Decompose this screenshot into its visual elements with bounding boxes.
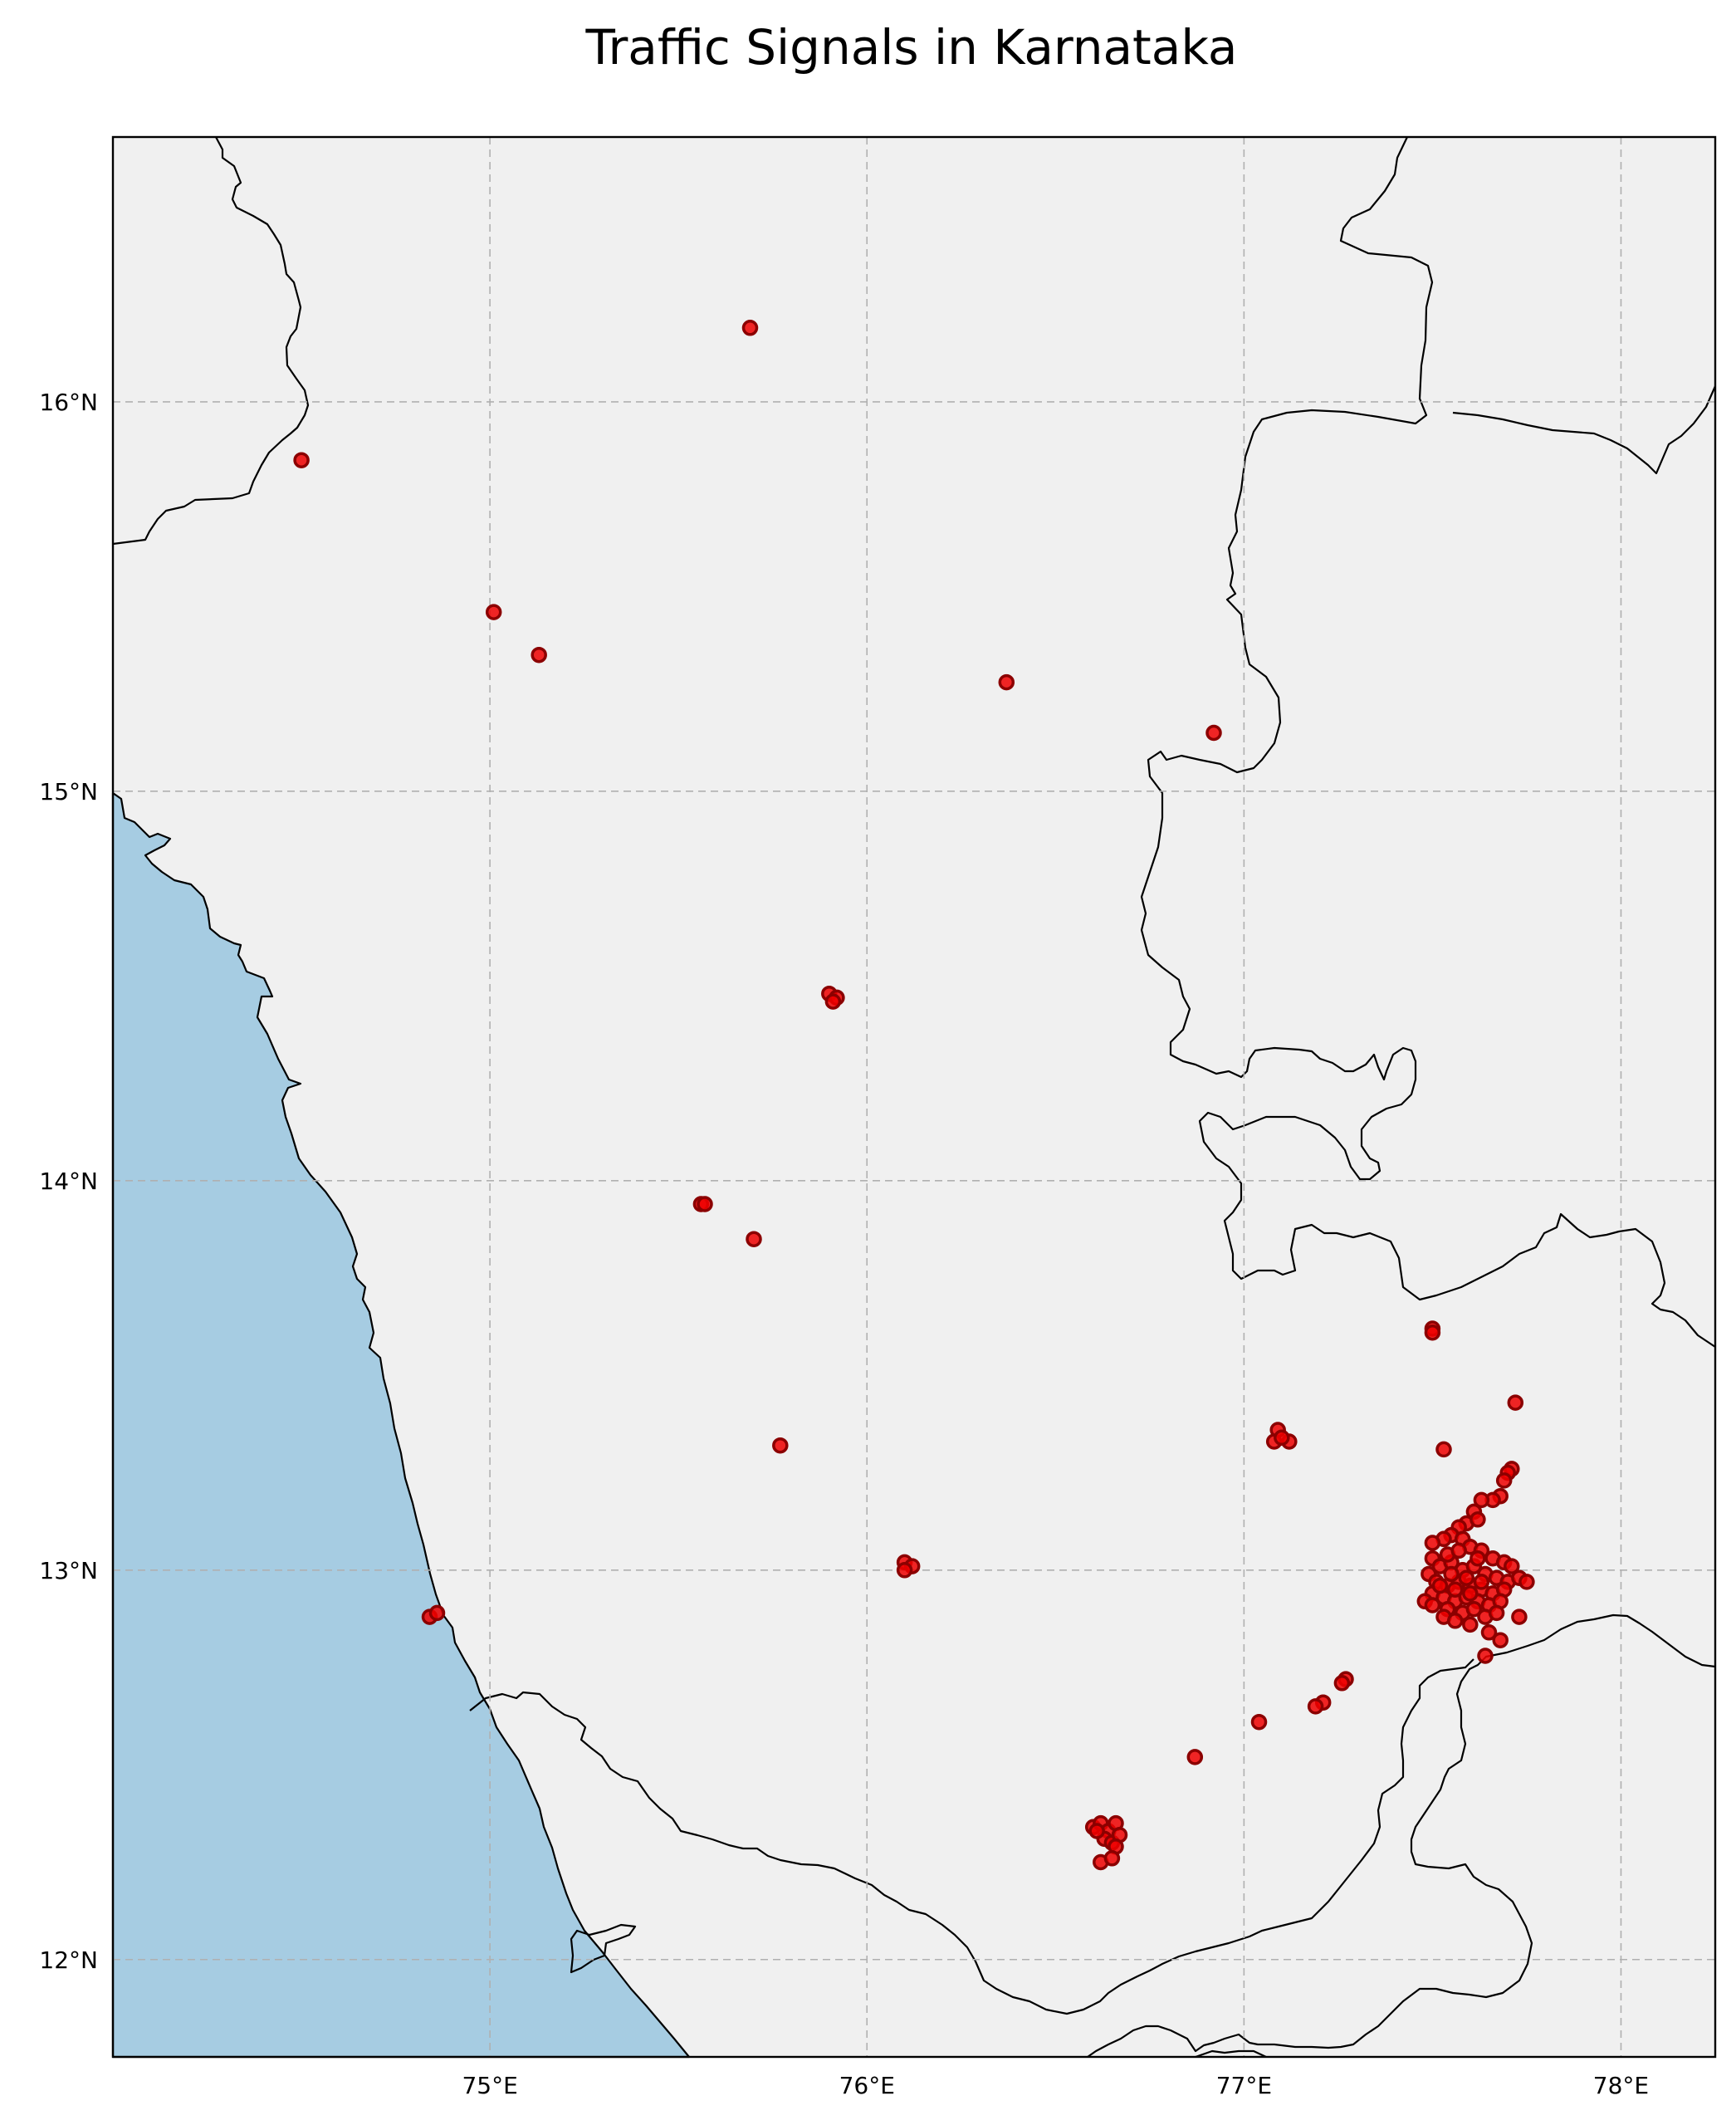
traffic-signal-point <box>741 320 759 336</box>
y-tick-label: 15°N <box>39 778 98 805</box>
y-tick-label: 14°N <box>39 1168 98 1195</box>
traffic-signal-point <box>1469 1511 1486 1528</box>
traffic-signal-point <box>293 452 310 468</box>
traffic-signal-point <box>1424 1535 1441 1551</box>
traffic-signal-point <box>1473 1574 1490 1590</box>
traffic-signal-point <box>1186 1749 1204 1765</box>
traffic-signal-point <box>1504 1558 1520 1574</box>
traffic-signal-point <box>1450 1542 1467 1559</box>
traffic-signal-point <box>1462 1585 1479 1602</box>
traffic-signal-point <box>1511 1608 1528 1625</box>
traffic-signal-point <box>1462 1616 1479 1633</box>
state-borders <box>112 136 1717 2059</box>
traffic-signal-point <box>896 1562 913 1579</box>
traffic-signal-point <box>485 604 502 620</box>
map-title: Traffic Signals in Karnataka <box>585 19 1238 76</box>
traffic-signal-point <box>697 1196 713 1212</box>
traffic-signal-point <box>428 1604 446 1622</box>
map-frame <box>111 135 1717 2059</box>
traffic-signal-point <box>1465 1600 1483 1618</box>
traffic-signal-point <box>1473 1491 1490 1509</box>
traffic-signal-point <box>1477 1648 1494 1664</box>
traffic-signal-point <box>1488 1604 1505 1622</box>
traffic-signal-point <box>1507 1394 1524 1411</box>
traffic-signal-point <box>824 993 842 1010</box>
traffic-signal-point <box>1424 1597 1441 1613</box>
y-axis-ticks: 12°N 13°N 14°N 15°N 16°N <box>39 389 98 1974</box>
traffic-signal-point <box>1431 1577 1449 1594</box>
y-tick-label: 12°N <box>39 1946 98 1974</box>
ocean-coastline <box>111 791 691 2059</box>
y-tick-label: 13°N <box>39 1557 98 1584</box>
traffic-signal-point <box>1446 1613 1464 1629</box>
traffic-signal-point <box>1469 1550 1486 1567</box>
traffic-signal-point <box>1446 1581 1464 1598</box>
traffic-signal-point <box>1443 1565 1460 1583</box>
y-tick-label: 16°N <box>39 389 98 416</box>
x-tick-label: 78°E <box>1593 2072 1649 2099</box>
traffic-signal-point <box>1205 724 1222 742</box>
traffic-signal-point <box>1088 1823 1105 1839</box>
traffic-signal-point <box>1250 1713 1268 1731</box>
signal-points <box>293 320 1535 1871</box>
traffic-signal-point <box>1333 1675 1351 1692</box>
map-axes <box>111 135 1717 2059</box>
traffic-signal-point <box>1492 1632 1509 1648</box>
traffic-signal-point <box>998 673 1015 691</box>
traffic-signal-point <box>1435 1441 1452 1458</box>
traffic-signal-point <box>746 1231 762 1247</box>
traffic-signal-point <box>1495 1472 1513 1489</box>
traffic-signal-point <box>1103 1850 1121 1867</box>
x-axis-ticks: 75°E 76°E 77°E 78°E <box>462 2072 1649 2099</box>
traffic-signal-point <box>772 1437 789 1454</box>
x-tick-label: 75°E <box>462 2072 517 2099</box>
x-tick-label: 77°E <box>1216 2072 1272 2099</box>
traffic-signal-point <box>1307 1698 1324 1715</box>
traffic-signal-point <box>531 646 547 663</box>
traffic-signal-point <box>1458 1569 1475 1586</box>
traffic-signal-point <box>1518 1574 1535 1590</box>
traffic-signal-point <box>1274 1429 1290 1447</box>
traffic-signal-point <box>1480 1624 1498 1641</box>
x-tick-label: 76°E <box>839 2072 895 2099</box>
traffic-signal-point <box>1424 1324 1441 1341</box>
